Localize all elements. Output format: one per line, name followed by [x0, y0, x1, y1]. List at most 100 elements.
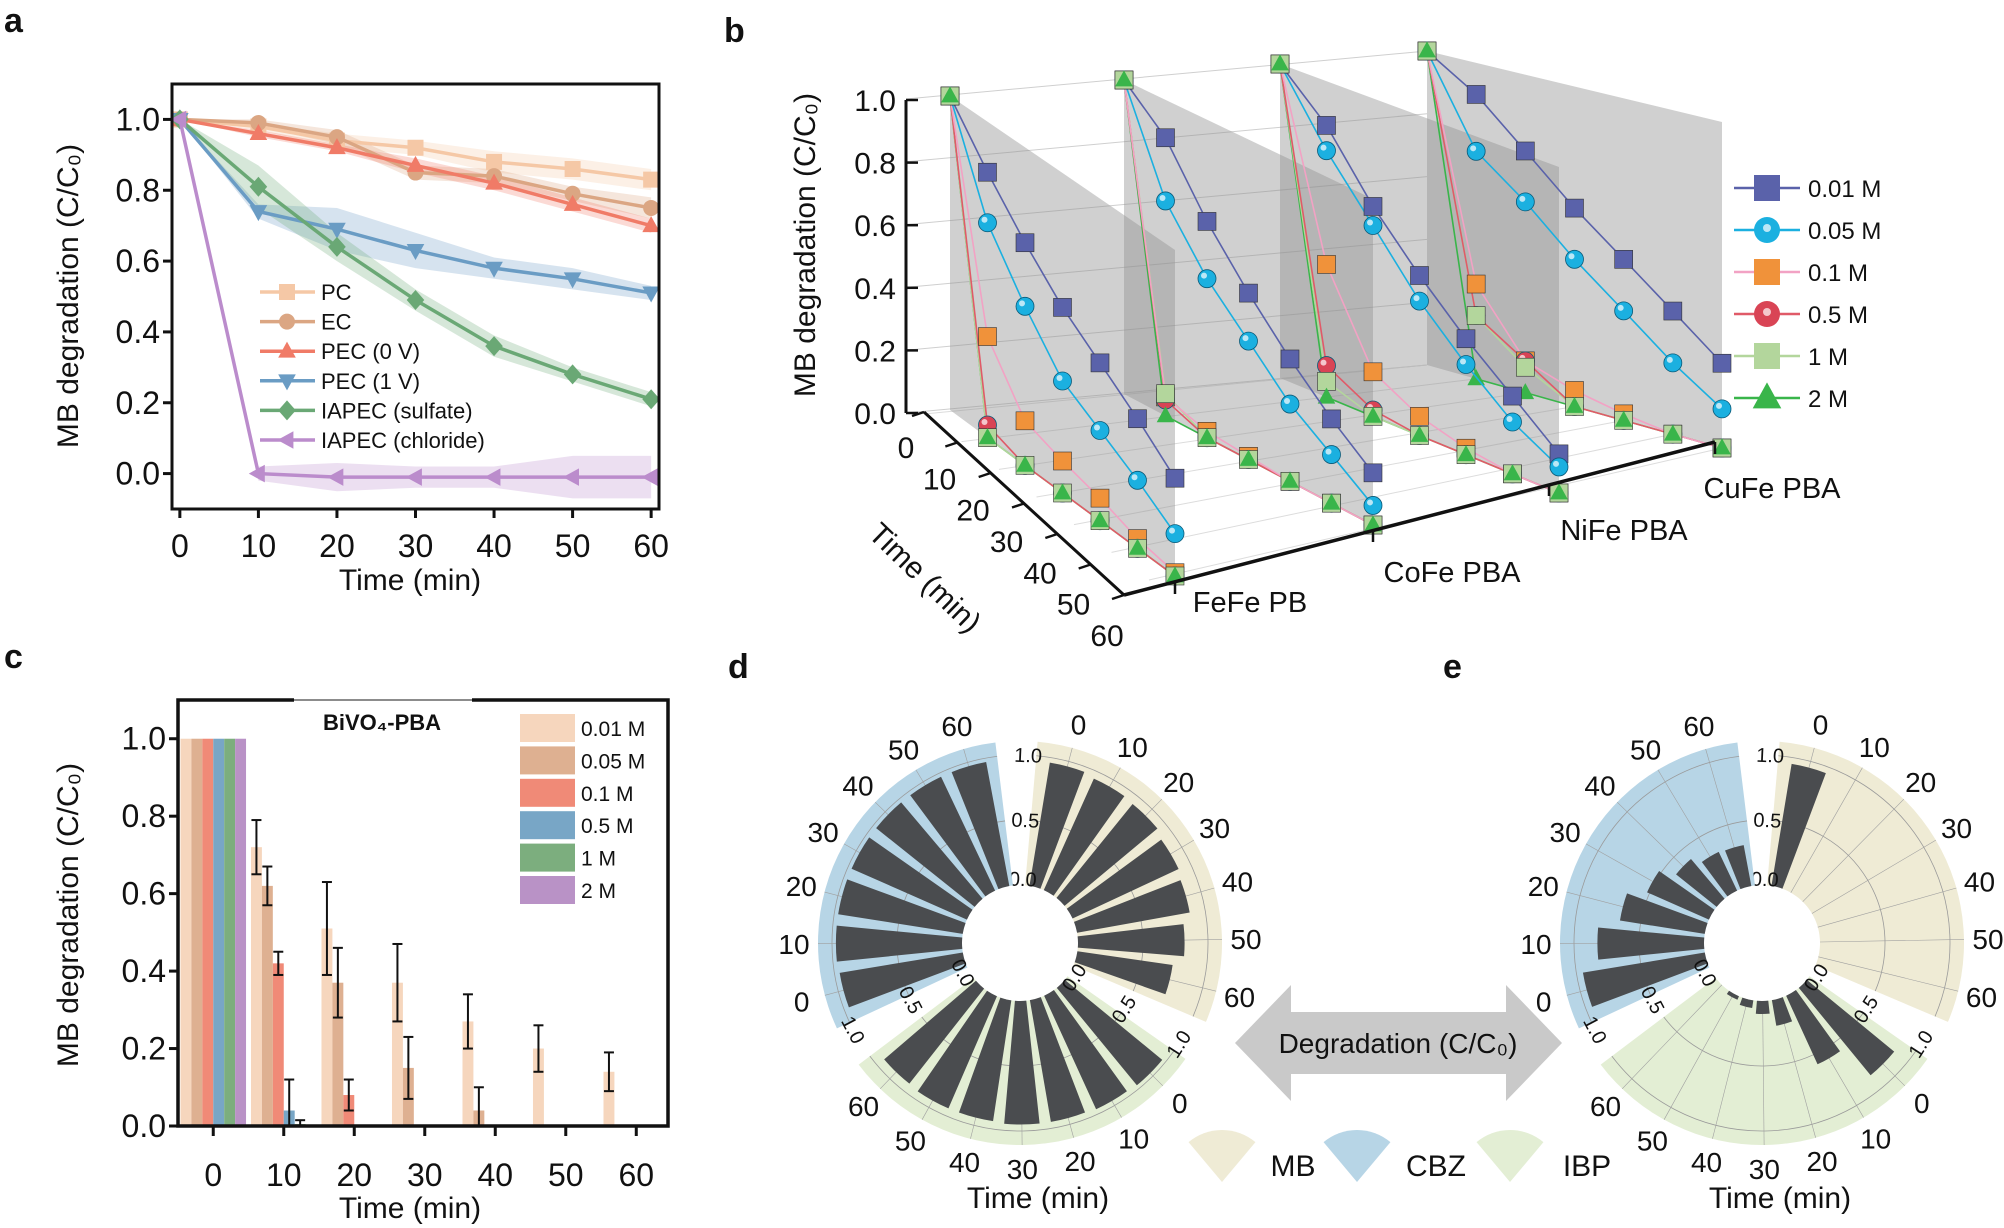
a-legend-label: PEC (0 V) — [321, 339, 420, 364]
a-x-tick-label: 10 — [241, 528, 277, 564]
polar-bar — [1619, 893, 1708, 934]
a-data-point — [486, 153, 503, 170]
c-bar — [250, 847, 262, 1126]
b-sphere-highlight — [1094, 424, 1100, 431]
b-back-gridline — [905, 238, 1428, 288]
c-bar — [213, 738, 225, 1126]
b-data-point — [1364, 515, 1382, 532]
b-data-point — [1457, 445, 1475, 462]
polar-bar — [1029, 762, 1085, 889]
b-sphere-highlight — [1019, 300, 1025, 307]
shared-legend-label: CBZ — [1406, 1150, 1466, 1183]
a-data-point — [642, 216, 660, 233]
c-bar — [603, 1071, 615, 1126]
polar-x-axis-label: Time (min) — [967, 1182, 1109, 1215]
b-z-tick-label: 0.6 — [854, 210, 896, 243]
b-category-wall — [1427, 51, 1722, 448]
c-legend-label: 1 M — [581, 848, 616, 871]
polar-radial-tick-label: 1.0 — [1014, 745, 1043, 768]
polar-grid-spoke — [1621, 984, 1723, 1090]
a-data-point — [643, 199, 660, 216]
b-sphere-highlight — [1617, 304, 1624, 311]
a-data-point — [642, 389, 660, 410]
b-data-point — [1418, 41, 1436, 58]
polar-bar — [958, 997, 1012, 1122]
c-bar — [224, 738, 236, 1126]
c-y-tick-label: 0.6 — [122, 876, 166, 912]
polar-bar — [1066, 839, 1179, 919]
b-legend-label: 0.5 M — [1808, 302, 1868, 329]
b-data-point — [1322, 445, 1341, 464]
b-data-point — [978, 213, 997, 233]
a-data-point — [563, 272, 582, 289]
polar-grid-spoke — [1762, 1000, 1765, 1145]
polar-time-label: 20 — [1528, 871, 1559, 902]
b-data-point — [1239, 331, 1258, 351]
a-data-point — [564, 161, 581, 177]
b-data-point — [1128, 538, 1147, 555]
c-legend-label: 2 M — [581, 880, 616, 903]
b-data-point — [1565, 198, 1584, 218]
c-legend-swatch — [520, 714, 575, 742]
polar-time-label: 0 — [794, 986, 810, 1017]
polar-time-label: 50 — [895, 1126, 926, 1157]
polar-grid-spoke — [1663, 993, 1735, 1120]
b-data-point — [1565, 249, 1584, 269]
b-time-tick-label: 60 — [1090, 620, 1123, 653]
polar-grid-arc — [1611, 1050, 1917, 1132]
b-data-point — [1363, 216, 1383, 235]
c-bar — [332, 982, 344, 1126]
polar-time-label: 40 — [949, 1147, 980, 1178]
a-data-point — [563, 194, 582, 211]
polar-time-label: 0 — [1071, 710, 1087, 741]
a-data-point — [405, 468, 422, 486]
polar-bar — [1755, 1000, 1770, 1015]
polar-bar — [1077, 924, 1185, 957]
c-bar — [202, 738, 214, 1126]
c-x-tick-label: 50 — [548, 1157, 584, 1193]
b-legend-marker — [1752, 382, 1782, 409]
b-data-point — [1281, 471, 1299, 488]
b-category-label: CoFe PBA — [1384, 557, 1522, 589]
b-category-label: CuFe PBA — [1704, 473, 1842, 505]
polar-bar — [1043, 778, 1125, 896]
b-data-point — [1156, 406, 1175, 423]
polar-bar — [835, 925, 963, 962]
a-data-point — [406, 155, 425, 172]
b-sphere-highlight — [1201, 272, 1207, 279]
c-chart-title: BiVO₄-PBA — [323, 710, 441, 735]
polar-time-label: 30 — [1199, 813, 1230, 844]
polar-bar — [1044, 990, 1127, 1110]
c-bar — [272, 963, 284, 1126]
b-z-tick-label: 0.8 — [854, 148, 896, 181]
polar-time-label: 40 — [1584, 770, 1615, 801]
polar-bar — [1771, 997, 1793, 1026]
a-x-tick-label: 60 — [633, 528, 669, 564]
a-y-tick-label: 0.0 — [116, 456, 160, 492]
b-z-tick-label: 1.0 — [854, 85, 896, 118]
b-z-axis-label: MB degradation (C/C₀) — [789, 93, 822, 397]
a-y-axis-label: MB degradation (C/C₀) — [52, 144, 85, 448]
polar-bar — [1771, 763, 1826, 889]
a-data-point — [484, 468, 501, 486]
b-sphere-highlight — [1413, 295, 1420, 302]
b-sphere-highlight — [1367, 499, 1373, 506]
polar-x-axis-label: Time (min) — [1709, 1182, 1851, 1215]
b-legend-label: 0.05 M — [1808, 218, 1881, 245]
b-sphere-highlight — [1506, 415, 1513, 422]
b-legend-label: 2 M — [1808, 386, 1848, 413]
a-data-point — [328, 236, 346, 257]
polar-time-label: 10 — [1859, 732, 1890, 763]
a-legend-marker — [277, 431, 294, 449]
a-y-tick-label: 1.0 — [116, 101, 160, 137]
polar-time-label: 30 — [808, 817, 839, 848]
polar-radial-tick-label: 0.5 — [1753, 810, 1782, 833]
b-sphere-highlight — [1131, 474, 1138, 481]
polar-time-label: 20 — [1905, 767, 1936, 798]
c-y-axis-label: MB degradation (C/C₀) — [52, 763, 85, 1067]
polar-grid-arc — [831, 756, 998, 1023]
c-y-tick-label: 0.2 — [122, 1031, 166, 1067]
c-bar — [462, 1021, 474, 1126]
b-data-point — [978, 428, 997, 445]
b-data-point — [1663, 301, 1683, 321]
